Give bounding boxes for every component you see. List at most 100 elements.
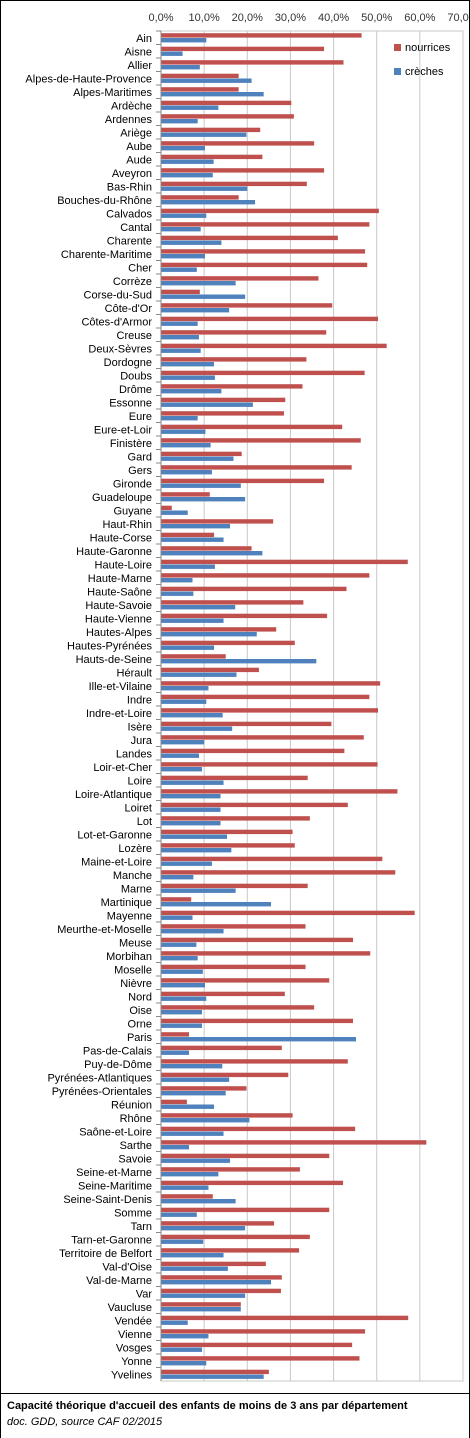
- bar-nourrices: [161, 762, 378, 767]
- bar-nourrices: [161, 154, 263, 160]
- bar-nourrices: [161, 1369, 269, 1375]
- bar-nourrices: [161, 627, 277, 632]
- bar-nourrices: [161, 181, 307, 187]
- bar-creches: [161, 1010, 202, 1015]
- category-label: Bouches-du-Rhône: [57, 195, 152, 207]
- bar-creches: [161, 686, 209, 691]
- bar-nourrices: [161, 546, 252, 551]
- category-label: Rhône: [120, 1113, 152, 1125]
- category-label: Var: [136, 1288, 153, 1300]
- category-label: Ardèche: [111, 100, 152, 112]
- category-label: Hautes-Alpes: [86, 627, 153, 639]
- x-tick-label: 40,0%: [318, 12, 349, 24]
- x-tick-label: 70,0%: [447, 12, 469, 24]
- category-label: Nièvre: [120, 978, 152, 990]
- bar-nourrices: [161, 208, 379, 214]
- x-tick-label: 50,0%: [361, 12, 392, 24]
- bar-creches: [161, 1293, 246, 1298]
- bar-creches: [161, 848, 232, 853]
- category-label: Creuse: [117, 330, 152, 342]
- bar-nourrices: [161, 573, 370, 578]
- bar-nourrices: [161, 748, 345, 754]
- category-label: Aude: [126, 154, 152, 166]
- bar-nourrices: [161, 613, 328, 619]
- category-label: Ain: [136, 33, 152, 45]
- bar-nourrices: [161, 343, 387, 349]
- category-label: Landes: [116, 748, 153, 760]
- category-label: Moselle: [114, 964, 152, 976]
- bar-creches: [161, 915, 193, 920]
- bar-nourrices: [161, 654, 226, 659]
- bar-nourrices: [161, 1302, 241, 1307]
- category-label: Territoire de Belfort: [59, 1248, 152, 1260]
- bar-creches: [161, 132, 247, 137]
- bar-creches: [161, 1037, 357, 1042]
- bar-nourrices: [161, 249, 366, 254]
- category-label: Haute-Savoie: [85, 600, 152, 612]
- category-label: Mayenne: [107, 910, 152, 922]
- bar-creches: [161, 1253, 224, 1258]
- category-label: Loiret: [124, 802, 152, 814]
- bar-nourrices: [161, 1275, 282, 1280]
- category-label: Seine-et-Marne: [76, 1167, 152, 1179]
- bar-creches: [161, 1266, 228, 1271]
- category-label: Meuse: [119, 937, 152, 949]
- bar-creches: [161, 632, 257, 637]
- category-label: Haut-Rhin: [102, 519, 152, 531]
- bar-creches: [161, 942, 197, 947]
- bar-nourrices: [161, 789, 398, 794]
- bar-creches: [161, 1226, 246, 1231]
- category-label: Ille-et-Vilaine: [89, 681, 152, 693]
- bar-creches: [161, 672, 237, 677]
- category-label: Bas-Rhin: [107, 181, 152, 193]
- bar-creches: [161, 902, 272, 907]
- bar-creches: [161, 267, 197, 272]
- category-label: Loire: [128, 775, 152, 787]
- bar-nourrices: [161, 1126, 356, 1132]
- category-label: Haute-Loire: [95, 559, 152, 571]
- bar-nourrices: [161, 1207, 330, 1213]
- category-label: Vaucluse: [108, 1302, 152, 1314]
- bar-nourrices: [161, 451, 242, 457]
- bar-nourrices: [161, 883, 308, 889]
- bar-creches: [161, 159, 214, 164]
- category-label: Oise: [129, 1005, 152, 1017]
- bar-nourrices: [161, 465, 352, 470]
- bar-creches: [161, 524, 231, 529]
- bar-creches: [161, 1280, 272, 1285]
- bar-creches: [161, 726, 233, 731]
- x-tick-label: 20,0%: [232, 12, 263, 24]
- bar-creches: [161, 1077, 230, 1082]
- category-label: Puy-de-Dôme: [84, 1059, 152, 1071]
- bar-creches: [161, 321, 198, 326]
- bar-nourrices: [161, 127, 261, 133]
- bar-creches: [161, 294, 246, 299]
- bar-nourrices: [161, 438, 361, 443]
- bar-creches: [161, 1239, 204, 1244]
- category-label: Saône-et-Loire: [79, 1126, 152, 1138]
- category-label: Seine-Saint-Denis: [63, 1194, 152, 1206]
- bar-nourrices: [161, 222, 370, 227]
- bar-nourrices: [161, 937, 353, 943]
- category-label: Aveyron: [112, 168, 152, 180]
- bar-creches: [161, 186, 248, 191]
- bar-creches: [161, 105, 219, 110]
- bar-nourrices: [161, 195, 239, 200]
- category-label: Guadeloupe: [92, 492, 152, 504]
- bar-creches: [161, 1347, 202, 1352]
- bar-nourrices: [161, 829, 293, 835]
- bar-creches: [161, 470, 212, 475]
- category-label: Charente-Maritime: [61, 249, 152, 261]
- category-label: Yvelines: [111, 1369, 152, 1381]
- bar-creches: [161, 200, 256, 205]
- legend-label-nourrices: nourrices: [405, 42, 451, 54]
- category-label: Haute-Vienne: [85, 613, 152, 625]
- legend-swatch-nourrices: [394, 44, 401, 51]
- bar-creches: [161, 794, 221, 799]
- category-label: Côtes-d'Armor: [81, 316, 152, 328]
- bar-nourrices: [161, 330, 327, 335]
- category-label: Paris: [127, 1032, 153, 1044]
- bar-nourrices: [161, 1099, 187, 1105]
- bar-creches: [161, 740, 205, 745]
- bar-nourrices: [161, 775, 308, 781]
